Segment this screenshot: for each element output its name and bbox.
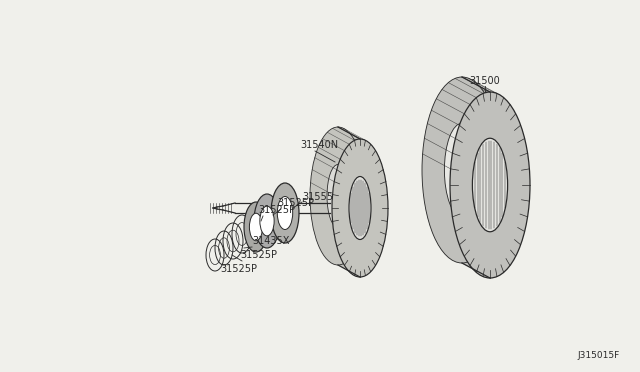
Ellipse shape	[332, 139, 388, 277]
Ellipse shape	[422, 77, 502, 263]
Text: 31555: 31555	[302, 192, 333, 202]
Text: 31525P: 31525P	[220, 264, 257, 274]
Text: 31500: 31500	[470, 76, 500, 86]
Ellipse shape	[444, 123, 479, 217]
Text: 31525P: 31525P	[258, 205, 295, 215]
Ellipse shape	[310, 127, 366, 265]
Ellipse shape	[450, 92, 530, 278]
Ellipse shape	[244, 202, 268, 252]
Ellipse shape	[349, 176, 371, 240]
Text: J315015F: J315015F	[578, 351, 620, 360]
Ellipse shape	[277, 196, 292, 230]
Ellipse shape	[254, 194, 280, 248]
Ellipse shape	[271, 183, 299, 243]
Polygon shape	[338, 127, 360, 277]
Ellipse shape	[327, 164, 349, 228]
Polygon shape	[462, 77, 490, 278]
Text: 31540N: 31540N	[300, 140, 338, 150]
Text: 31525P: 31525P	[277, 198, 314, 208]
Text: 31525P: 31525P	[240, 250, 277, 260]
Ellipse shape	[472, 138, 508, 232]
Ellipse shape	[250, 213, 262, 241]
Ellipse shape	[260, 206, 274, 236]
Text: 31435X: 31435X	[252, 236, 289, 246]
